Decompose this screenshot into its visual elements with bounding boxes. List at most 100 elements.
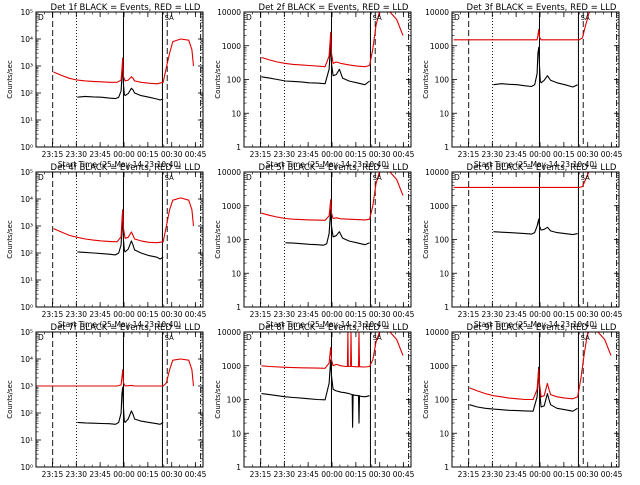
events-series-line	[469, 366, 578, 412]
detector-panel-2: Det 2f BLACK = Events, RED = LLD 1 10 100 10…	[214, 3, 415, 169]
y-tick-label: 10000	[425, 328, 449, 337]
x-tick-label: 23:15	[250, 150, 272, 159]
x-tick-label: 23:15	[42, 310, 64, 319]
x-tick-label: 23:15	[250, 470, 272, 479]
x-tick-label: 00:00	[321, 150, 343, 159]
lld-series-line	[261, 172, 404, 221]
y-tick-label: 10²	[20, 249, 33, 258]
x-tick-label: 00:45	[601, 150, 623, 159]
plot-frame	[35, 11, 204, 148]
detector-panel-7: Det 7f BLACK = Events, RED = LLD 10⁰ 10¹ 10…	[6, 323, 207, 485]
x-axis-label: Start Time (25-May-14 23:10:40)	[266, 320, 389, 329]
y-tick-label: 10³	[20, 382, 33, 391]
panel-title: Det 6f BLACK = Events, RED = LLD	[467, 163, 617, 173]
series-group	[261, 172, 404, 246]
y-tick-label: 1	[444, 143, 449, 152]
y-tick-label: 10²	[20, 89, 33, 98]
y-tick-label: 10⁴	[20, 195, 33, 204]
x-tick-label: 00:00	[321, 310, 343, 319]
x-tick-label: 00:45	[185, 470, 207, 479]
y-axis-label: Counts/sec	[6, 380, 14, 419]
x-tick-label: 23:45	[505, 310, 527, 319]
sa-mark: SA	[580, 334, 590, 342]
x-tick-label: 00:00	[321, 470, 343, 479]
x-tick-label: 23:45	[297, 470, 319, 479]
corner-mark: D	[38, 13, 44, 22]
detector-panel-5: Det 5f BLACK = Events, RED = LLD 1 10 100 10…	[214, 163, 415, 329]
sa-mark: SA	[164, 334, 174, 342]
y-tick-label: 1	[444, 463, 449, 472]
x-tick-label: 00:00	[529, 470, 551, 479]
series-group	[469, 332, 612, 412]
x-tick-label: 23:30	[481, 470, 503, 479]
x-tick-label: 00:45	[601, 470, 623, 479]
detector-panel-4: Det 4f BLACK = Events, RED = LLD 10⁰ 10¹ 10…	[6, 163, 207, 329]
series-group	[261, 332, 404, 428]
corner-mark: D	[246, 173, 252, 182]
y-tick-label: 10	[439, 109, 449, 118]
y-tick-label: 100	[227, 236, 242, 245]
sa-mark: SA	[164, 14, 174, 22]
events-series-line	[77, 386, 164, 425]
sa-mark: SA	[372, 14, 382, 22]
x-tick-label: 00:45	[393, 150, 415, 159]
corner-mark: D	[454, 13, 460, 22]
lld-series-line	[469, 332, 612, 401]
corner-mark: D	[38, 333, 44, 342]
x-tick-label: 23:15	[42, 470, 64, 479]
x-tick-label: 23:30	[65, 310, 87, 319]
series-group	[453, 172, 590, 236]
y-tick-label: 1000	[222, 42, 241, 51]
events-series-line	[493, 218, 578, 236]
x-tick-label: 00:30	[369, 470, 391, 479]
lld-series-line	[37, 358, 195, 387]
x-tick-label: 23:45	[297, 310, 319, 319]
panel-title: Det 3f BLACK = Events, RED = LLD	[467, 3, 617, 13]
y-tick-label: 10⁰	[20, 143, 33, 152]
lld-series-line	[261, 12, 404, 68]
x-tick-label: 23:30	[481, 310, 503, 319]
y-axis-label: Counts/sec	[214, 60, 222, 99]
y-tick-label: 1000	[430, 202, 449, 211]
y-tick-label: 100	[227, 396, 242, 405]
y-tick-label: 1	[236, 463, 241, 472]
x-tick-label: 00:45	[185, 150, 207, 159]
x-tick-label: 00:00	[529, 310, 551, 319]
y-tick-label: 1000	[222, 362, 241, 371]
y-axis-label: Counts/sec	[422, 220, 430, 259]
x-tick-label: 00:15	[137, 310, 159, 319]
corner-mark: D	[246, 13, 252, 22]
corner-mark: D	[38, 173, 44, 182]
y-tick-label: 10¹	[20, 276, 33, 285]
x-tick-label: 23:45	[89, 470, 111, 479]
panel-title: Det 1f BLACK = Events, RED = LLD	[51, 3, 201, 13]
y-axis-label: Counts/sec	[6, 60, 14, 99]
x-tick-label: 23:15	[458, 310, 480, 319]
y-tick-label: 10000	[217, 8, 241, 17]
y-tick-label: 100	[435, 236, 450, 245]
y-tick-label: 10⁴	[20, 35, 33, 44]
y-tick-label: 100	[227, 76, 242, 85]
sa-mark: SA	[580, 174, 590, 182]
x-tick-label: 23:45	[89, 310, 111, 319]
y-tick-label: 100	[435, 396, 450, 405]
panel-title: Det 4f BLACK = Events, RED = LLD	[51, 163, 201, 173]
x-tick-label: 00:15	[345, 470, 367, 479]
plot-frame	[451, 171, 620, 308]
x-tick-label: 00:30	[161, 310, 183, 319]
y-tick-label: 10000	[217, 168, 241, 177]
x-tick-label: 00:15	[137, 150, 159, 159]
y-tick-label: 1	[444, 303, 449, 312]
detector-panel-6: Det 6f BLACK = Events, RED = LLD 1 10 100 10…	[422, 163, 623, 329]
x-tick-label: 00:15	[137, 470, 159, 479]
x-tick-label: 23:30	[65, 470, 87, 479]
y-tick-label: 1000	[222, 202, 241, 211]
series-group	[453, 12, 591, 88]
x-tick-label: 00:15	[553, 310, 575, 319]
y-tick-label: 10⁰	[20, 303, 33, 312]
events-series-line	[261, 359, 370, 428]
y-tick-label: 1000	[430, 362, 449, 371]
detector-panel-9: Det 9f BLACK = Events, RED = LLD 1 10 100 10…	[422, 323, 623, 485]
x-tick-label: 00:30	[369, 310, 391, 319]
corner-mark: D	[454, 333, 460, 342]
